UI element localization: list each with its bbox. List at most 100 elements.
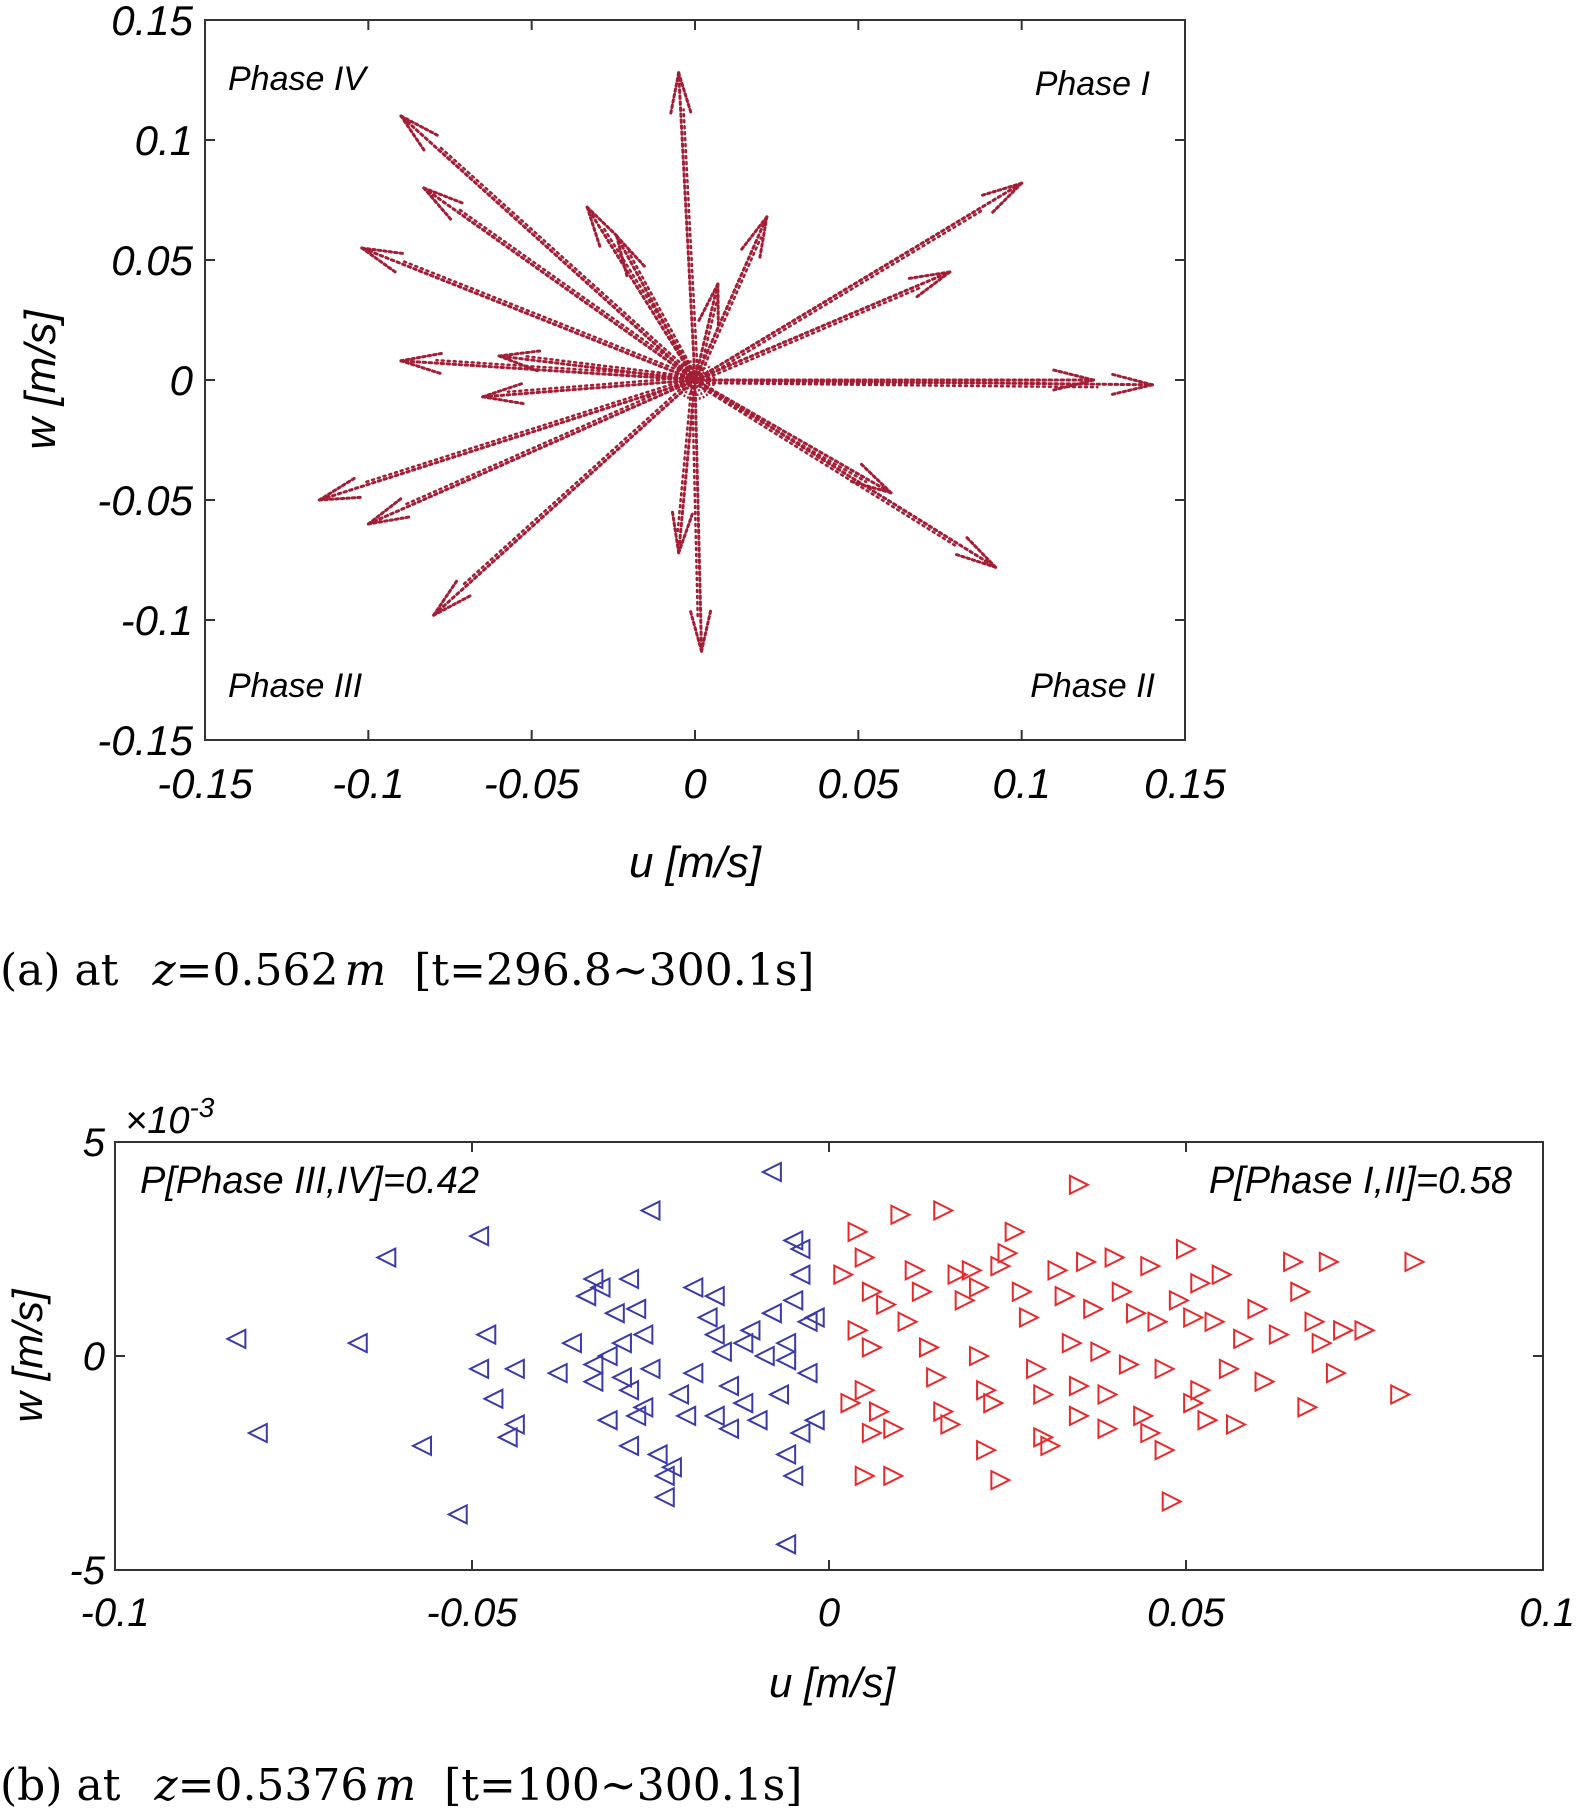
panel-b-marker [1104, 1246, 1126, 1269]
panel-b-marker [1076, 1251, 1098, 1273]
panel-a-trajectory [432, 376, 697, 617]
panel-b-marker [603, 1302, 625, 1324]
panel-a-trajectory-head [422, 186, 453, 221]
panel-b-marker [746, 1409, 768, 1431]
panel-a-trajectory-line [506, 375, 697, 394]
panel-b-marker [467, 1225, 490, 1247]
panel-b-marker [997, 1242, 1019, 1264]
panel-b-marker [1254, 1371, 1276, 1393]
panel-a-x-tick-label: 0.05 [817, 760, 899, 807]
panel-a-trajectory-head [317, 495, 362, 502]
panel-a-trajectory-head [497, 354, 539, 373]
panel-a-trajectory-head [689, 609, 704, 653]
panel-a-trajectory [670, 378, 697, 555]
panel-b-marker [575, 1285, 597, 1307]
panel-a-trajectory [693, 215, 769, 383]
panel-b-marker [861, 1422, 884, 1444]
panel-a-trajectory [693, 368, 1096, 392]
panel-a-x-tick-label: 0 [683, 760, 707, 807]
panel-a-y-tick-label: 0.05 [111, 237, 193, 284]
panel-b-marker [610, 1366, 632, 1389]
panel-b-marker [854, 1246, 876, 1269]
panel-a-y-axis-label: w [m/s] [16, 309, 65, 450]
panel-a-y-tick-label: -0.05 [97, 477, 193, 524]
caption-a-time-range: [t=296.8~300.1s] [414, 945, 814, 996]
panel-b-marker [883, 1465, 905, 1487]
panel-a-x-tick-label: 0.15 [1144, 760, 1226, 807]
panel-a-trajectory [669, 71, 700, 382]
panel-b-marker [904, 1259, 926, 1282]
panel-b-marker [624, 1298, 647, 1320]
panel-b-marker [1047, 1259, 1069, 1282]
panel-b-marker [1390, 1383, 1412, 1406]
panel-b-marker [1011, 1281, 1034, 1303]
panel-b-marker [1190, 1379, 1212, 1401]
panel-b-marker [596, 1345, 618, 1367]
panel-b-marker [926, 1366, 948, 1389]
panel-a-trajectory [422, 186, 698, 382]
panel-b-marker [803, 1306, 825, 1329]
panel-b-marker [582, 1353, 604, 1376]
panel-b-marker [503, 1358, 525, 1380]
panel-a-annotation-phase-i: Phase I [1035, 65, 1151, 103]
panel-b-y-scale-exponent: -3 [189, 1092, 214, 1123]
panel-b-y-tick-label: -5 [69, 1549, 105, 1593]
panel-b-marker [782, 1289, 804, 1311]
panel-b-marker [410, 1435, 433, 1457]
panel-b-ticks [114, 1141, 1544, 1571]
panel-b-marker [1297, 1396, 1319, 1418]
panel-b-marker [1197, 1409, 1219, 1431]
panel-b-marker [1233, 1328, 1255, 1350]
panel-b-marker [1154, 1439, 1176, 1461]
panel-b-marker [1090, 1341, 1112, 1363]
panel-b-marker [732, 1392, 754, 1414]
panel-b-marker [1183, 1306, 1205, 1329]
panel-b-marker [1190, 1272, 1212, 1294]
panel-b-marker [1247, 1298, 1269, 1320]
panel-a-trajectory-line [694, 286, 922, 385]
panel-a-trajectory [692, 378, 893, 495]
panel-a-trajectory [692, 378, 998, 569]
panel-b-marker [246, 1422, 268, 1444]
panel-a-trajectory-head [399, 114, 426, 152]
panel-a-x-tick-label: -0.15 [157, 760, 253, 807]
panel-b-marker [1061, 1332, 1083, 1354]
panel-a-trajectory-line [401, 259, 698, 379]
caption-b: (b) at z=0.5376 m [t=100~300.1s] [0, 1760, 802, 1811]
panel-a-trajectory [615, 234, 699, 382]
panel-b-marker [918, 1336, 941, 1359]
panel-a-trajectory-line [693, 181, 1024, 382]
panel-a-trajectory-line [695, 208, 986, 384]
panel-a-trajectory-line [521, 354, 697, 379]
panel-a-trajectory [481, 375, 697, 406]
panel-b-marker [1211, 1264, 1233, 1286]
panel-a-trajectory-line [690, 378, 700, 620]
panel-a-trajectory-head [700, 609, 713, 653]
panel-b-marker [990, 1469, 1012, 1491]
panel-b-marker [639, 1199, 661, 1222]
panel-b-marker [1068, 1375, 1091, 1397]
panel-b-marker [876, 1294, 898, 1316]
panel-b-marker [1140, 1422, 1162, 1444]
panel-b-marker [682, 1362, 704, 1384]
panel-b-x-tick-labels: -0.1 -0.05 0 0.05 0.1 [81, 1591, 1575, 1635]
panel-a-trajectory-line [360, 246, 697, 382]
panel-b-marker [861, 1281, 884, 1303]
panel-a-trajectory-line [696, 236, 763, 383]
panel-b-marker [847, 1319, 869, 1341]
panel-b-marker [1033, 1426, 1055, 1448]
panel-a-trajectory-line [399, 359, 697, 382]
panel-b-marker [1097, 1383, 1119, 1406]
panel-b-x-tick-label: -0.1 [81, 1591, 150, 1635]
panel-a-trajectory-line [615, 234, 697, 382]
panel-a-trajectory-line [693, 282, 720, 382]
panel-a-annotation-phase-iii: Phase III [228, 667, 363, 705]
panel-b-marker [546, 1362, 568, 1384]
panel-b-series-phase-i-ii [833, 1174, 1426, 1513]
panel-a-trajectory-line [677, 378, 697, 555]
panel-b-x-tick-label: 0 [818, 1591, 840, 1635]
panel-a-trajectory-line [693, 215, 769, 382]
panel-b-marker [789, 1264, 811, 1286]
panel-a-trajectory-line [317, 378, 697, 502]
